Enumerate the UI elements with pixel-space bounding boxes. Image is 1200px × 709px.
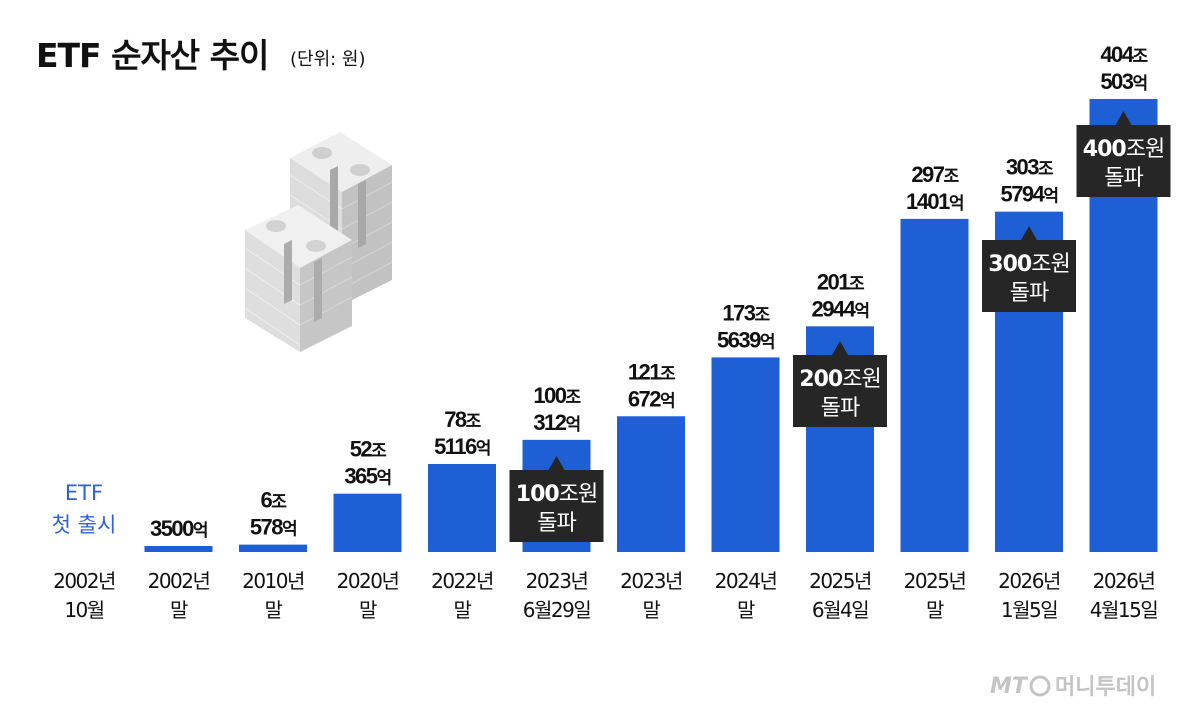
x-tick-label-0-line2: 10월 (64, 598, 103, 622)
x-tick-label-7-line1: 2024년 (715, 569, 777, 593)
x-tick-label-9-line1: 2025년 (904, 569, 966, 593)
x-tick-label-6-line1: 2023년 (620, 569, 682, 593)
data-label-10-line1: 303조 (1006, 155, 1054, 180)
callout-subtitle-10: 돌파 (1010, 281, 1049, 306)
data-label-7-line1: 173조 (722, 300, 770, 325)
data-label-3-line1: 52조 (350, 437, 387, 462)
data-label-10-line2: 5794억 (1000, 182, 1057, 207)
bar-1 (144, 546, 213, 552)
callout-subtitle-8: 돌파 (821, 396, 860, 421)
callout-box-10 (982, 240, 1076, 312)
callout-title-5: 100조원 (516, 482, 597, 507)
x-tick-label-10-line1: 2026년 (998, 569, 1060, 593)
data-label-8-line2: 2944억 (811, 296, 868, 321)
x-tick-label-11-line2: 4월15일 (1090, 598, 1158, 622)
bar-7 (711, 357, 780, 552)
x-tick-label-2-line1: 2010년 (242, 569, 304, 593)
money-stack-icon (244, 132, 393, 352)
x-tick-label-1-line2: 말 (170, 598, 188, 622)
x-tick-label-2-line2: 말 (265, 598, 283, 622)
callout-box-11 (1076, 125, 1171, 197)
x-tick-label-11-line1: 2026년 (1093, 569, 1155, 593)
x-tick-label-7-line2: 말 (737, 598, 755, 622)
callout-subtitle-11: 돌파 (1104, 166, 1143, 191)
x-tick-label-8-line1: 2025년 (809, 569, 871, 593)
callout-pointer-11 (1115, 111, 1132, 125)
data-label-7-line2: 5639억 (717, 327, 774, 352)
bar-2 (239, 544, 307, 552)
data-label-2-line1: 6조 (261, 488, 288, 513)
x-tick-label-10-line2: 1월5일 (1001, 598, 1057, 622)
data-label-6-line2: 672억 (628, 386, 674, 411)
callout-box-8 (793, 355, 887, 427)
data-label-3-line2: 365억 (344, 464, 390, 489)
data-label-1-line1: 3500억 (150, 516, 207, 541)
chart-title: ETF 순자산 추이 (36, 36, 268, 75)
data-label-5-line1: 100조 (533, 383, 581, 408)
bar-9 (900, 218, 969, 552)
data-label-6-line1: 121조 (628, 359, 676, 384)
unit-note: (단위: 원) (290, 49, 366, 70)
x-tick-label-4-line1: 2022년 (431, 569, 493, 593)
bar-4 (428, 463, 496, 552)
callout-title-11: 400조원 (1083, 137, 1164, 162)
x-tick-label-0-line1: 2002년 (53, 569, 115, 593)
x-tick-label-1-line1: 2002년 (148, 569, 210, 593)
data-label-8-line1: 201조 (817, 269, 865, 294)
callout-pointer-5 (548, 456, 565, 470)
publisher-logo: MT 머니투데이 (990, 674, 1156, 700)
data-label-5-line2: 312억 (533, 410, 579, 435)
logo-name: 머니투데이 (1055, 675, 1156, 700)
x-tick-label-8-line2: 6월4일 (812, 598, 868, 622)
x-tick-label-4-line2: 말 (454, 598, 472, 622)
callout-title-8: 200조원 (799, 367, 880, 392)
callout-pointer-10 (1021, 226, 1037, 240)
x-tick-label-5-line2: 6월29일 (523, 598, 591, 622)
x-tick-label-6-line2: 말 (643, 598, 661, 622)
data-label-9-line2: 1401억 (906, 189, 963, 214)
x-tick-label-3-line1: 2020년 (337, 569, 399, 593)
x-tick-label-9-line2: 말 (926, 598, 944, 622)
logo-circle-icon (1029, 675, 1051, 697)
callout-title-10: 300조원 (988, 252, 1069, 277)
data-label-11-line2: 503억 (1100, 69, 1146, 94)
data-label-11-line1: 404조 (1100, 42, 1148, 67)
data-label-9-line1: 297조 (911, 162, 959, 187)
x-tick-label-5-line1: 2023년 (526, 569, 588, 593)
logo-mark: MT (990, 674, 1029, 699)
first-launch-note-line2: 첫 출시 (52, 513, 117, 537)
first-launch-note-line1: ETF (65, 481, 103, 505)
bar-6 (617, 416, 685, 552)
data-label-2-line2: 578억 (250, 515, 296, 540)
data-label-4-line1: 78조 (444, 407, 481, 432)
x-tick-label-3-line2: 말 (359, 598, 377, 622)
callout-pointer-8 (832, 341, 848, 355)
bar-3 (333, 493, 402, 552)
callout-box-5 (509, 470, 604, 542)
data-label-4-line2: 5116억 (434, 434, 490, 459)
callout-subtitle-5: 돌파 (537, 511, 576, 536)
